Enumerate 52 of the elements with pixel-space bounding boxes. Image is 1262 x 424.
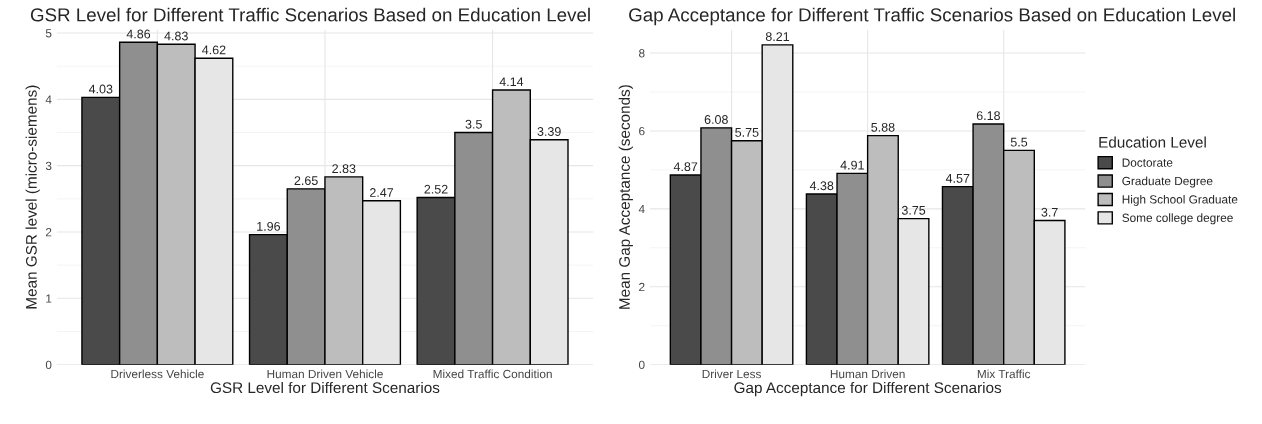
x-tick-label: Driver Less [702,369,761,379]
y-tick-label: 4 [45,95,52,104]
legend-label: Graduate Degree [1122,176,1213,188]
data-label: 4.86 [126,29,151,39]
data-label: 3.7 [1041,207,1058,217]
chart-title: Gap Acceptance for Different Traffic Scenarios Based on Education Level [629,7,1235,26]
x-axis-title: GSR Level for Different Scenarios [210,381,440,394]
data-label: 4.57 [945,174,970,183]
x-tick-label: Driverless Vehicle [111,369,204,379]
y-tick-label: 8 [639,49,645,58]
data-label: 3.39 [537,127,561,136]
data-label: 8.21 [765,32,790,42]
data-label: 4.14 [499,77,524,87]
data-label: 4.62 [202,45,226,55]
chart-title: GSR Level for Different Traffic Scenarios Based on Education Level [30,7,590,22]
data-label: 2.47 [370,188,394,197]
data-label: 6.08 [704,115,728,124]
x-axis-title: Gap Acceptance for Different Scenarios [734,381,1002,397]
data-label: 2.65 [294,176,318,186]
y-tick-label: 6 [639,126,645,136]
legend-label: High School Graduate [1122,194,1238,206]
data-label: 4.83 [164,31,188,41]
x-tick-label: Mix Traffic [977,369,1031,379]
y-tick-label: 1 [46,294,52,303]
data-label: 3.75 [901,205,926,215]
y-tick-label: 2 [45,228,52,237]
y-tick-label: 4 [638,205,645,214]
y-tick-label: 0 [45,360,52,370]
y-axis-title: Mean Gap Acceptance (seconds) [618,85,633,309]
x-tick-label: Human Driven [830,369,905,379]
data-label: 1.96 [257,221,281,231]
data-label: 6.18 [976,111,1000,121]
data-label: 3.5 [465,119,482,129]
legend-title: Education Level [1099,136,1206,148]
data-label: 4.91 [840,160,864,170]
y-tick-label: 3 [45,161,52,171]
data-label: 5.75 [735,128,759,137]
data-label: 2.83 [332,164,356,174]
data-label: 5.5 [1010,137,1028,147]
legend-label: Some college degree [1122,213,1233,225]
y-tick-label: 5 [45,29,52,38]
y-axis-title: Mean GSR level (micro-siemens) [25,85,40,309]
legend-label: Doctorate [1122,158,1173,167]
y-tick-label: 0 [638,360,645,370]
data-label: 4.87 [673,162,698,172]
data-label: 2.52 [424,184,448,194]
y-tick-label: 2 [639,282,645,292]
x-tick-label: Mixed Traffic Condition [433,369,552,379]
data-label: 4.38 [809,181,834,191]
data-label: 4.03 [88,84,113,94]
x-tick-label: Human Driven Vehicle [267,369,383,379]
data-label: 5.88 [871,122,895,132]
